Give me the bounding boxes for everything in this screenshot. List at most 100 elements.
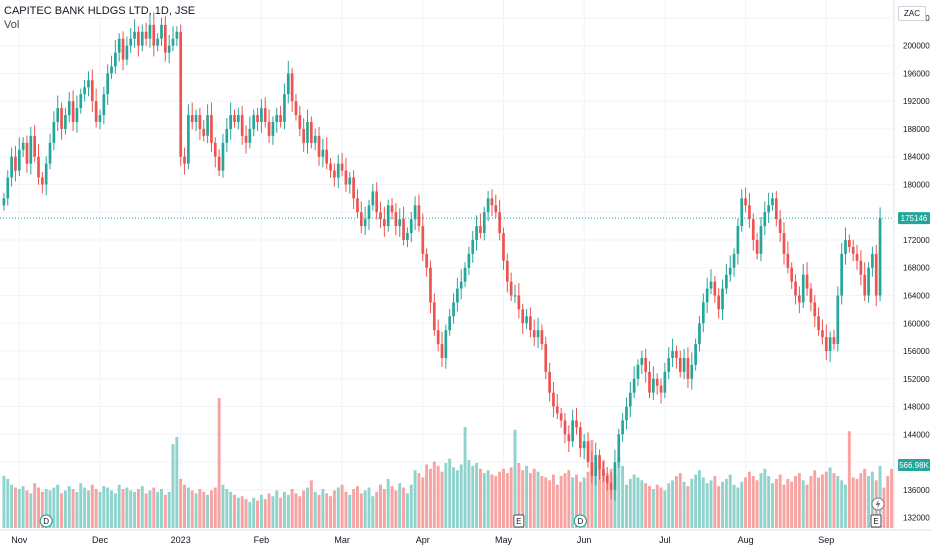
candle-body [263, 108, 267, 122]
volume-bar [348, 494, 352, 528]
candle-body [79, 94, 83, 109]
x-tick-label: Apr [416, 535, 430, 545]
candle-body [271, 121, 275, 136]
volume-bar [786, 478, 790, 528]
candle-body [221, 142, 225, 171]
candle-body [137, 31, 140, 46]
volume-bar [294, 493, 298, 528]
volume-bar [782, 484, 786, 528]
candle-body [863, 274, 867, 296]
candle-body [179, 31, 183, 157]
volume-bar [824, 471, 828, 528]
volume-bar [790, 481, 794, 528]
candle-body [129, 38, 133, 46]
candle-body [586, 441, 590, 463]
candle-body [117, 38, 121, 53]
volume-bar [244, 499, 248, 528]
volume-bar [671, 480, 675, 528]
candle-body [379, 212, 382, 220]
dividend-marker[interactable] [39, 514, 53, 528]
price-badge [898, 212, 930, 225]
volume-bar [233, 494, 236, 528]
volume-bar [21, 486, 25, 528]
candle-body [844, 239, 847, 254]
volume-bar [832, 473, 836, 528]
volume-bar [6, 478, 10, 528]
volume-bar [778, 474, 782, 528]
volume-bar [325, 493, 329, 528]
volume-bar [248, 502, 252, 528]
candle-body [198, 115, 202, 129]
candle-body [628, 392, 632, 407]
earnings-marker[interactable] [870, 514, 882, 528]
candle-body [755, 239, 759, 254]
candle-body [144, 31, 148, 39]
candle-body [160, 24, 163, 39]
volume-bar [494, 476, 498, 528]
volume-bar [724, 478, 728, 528]
candle-body [333, 170, 336, 178]
volume-bar [302, 490, 306, 528]
volume-bar [705, 483, 709, 528]
volume-bar [221, 484, 225, 528]
volume-bar [225, 489, 229, 528]
candle-body [840, 253, 843, 296]
volume-bar [582, 477, 586, 528]
earnings-marker[interactable] [513, 514, 525, 528]
candle-body [855, 253, 859, 261]
volume-bar [275, 490, 279, 528]
volume-bar [525, 465, 529, 528]
candle-body [525, 316, 528, 324]
candle-body [659, 385, 663, 393]
currency-button[interactable]: ZAC [898, 6, 926, 21]
volume-bar [329, 496, 333, 528]
dividend-marker-label: D [577, 517, 583, 526]
candle-body [721, 288, 724, 310]
volume-bar [240, 496, 244, 528]
volume-bar [332, 490, 336, 528]
candle-body [375, 191, 379, 213]
candle-body [244, 135, 248, 143]
volume-bar [717, 486, 721, 528]
volume-bar [382, 489, 386, 528]
volume-bar [801, 480, 805, 528]
volume-bar [209, 490, 213, 528]
earnings-marker-label: E [873, 517, 878, 526]
price-axis[interactable] [894, 0, 932, 550]
volume-bar [390, 486, 394, 528]
candle-body [471, 239, 475, 254]
x-tick-label: 2023 [171, 535, 191, 545]
volume-bar [252, 497, 256, 528]
candle-body [359, 212, 363, 227]
candle-body [325, 149, 329, 164]
candle-body [98, 115, 102, 122]
volume-bar [513, 429, 517, 528]
volume-bar [517, 463, 521, 528]
candle-body [832, 337, 836, 345]
volume-bar [467, 460, 471, 528]
candle-body [340, 163, 344, 171]
candle-body [644, 357, 648, 372]
volume-bar [740, 481, 744, 528]
volume-bar [836, 476, 840, 528]
volume-bar [809, 476, 813, 528]
candle-body [609, 482, 613, 490]
candle-body [10, 156, 13, 178]
volume-bar [870, 471, 874, 528]
dividend-marker[interactable] [573, 514, 587, 528]
candle-body [713, 281, 717, 296]
volume-bar [206, 494, 210, 528]
volume-bar [263, 499, 267, 528]
y-tick-label: 196000 [903, 69, 930, 78]
candle-body [140, 31, 144, 46]
volume-bar [186, 487, 190, 528]
volume-bar [75, 491, 79, 528]
volume-bar [759, 473, 763, 528]
volume-bar [340, 484, 344, 528]
y-tick-label: 156000 [903, 347, 930, 356]
volume-bar [771, 483, 774, 528]
candle-body [275, 115, 279, 122]
volume-bar [794, 476, 797, 528]
